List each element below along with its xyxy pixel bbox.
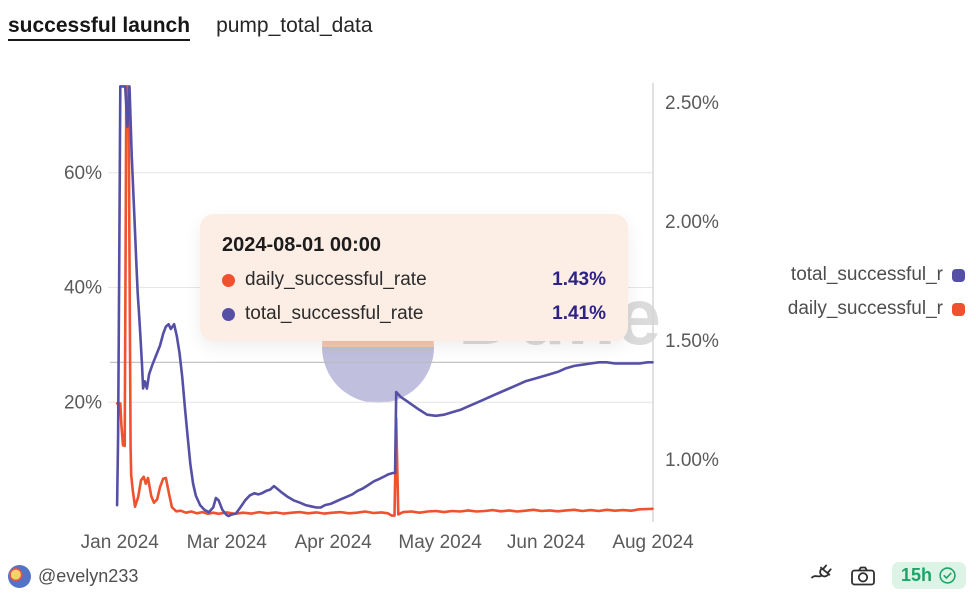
x-axis-label: May 2024 bbox=[398, 532, 482, 553]
legend-marker-icon bbox=[952, 302, 965, 316]
total-series-dot-icon bbox=[222, 307, 235, 321]
x-axis-label: Jun 2024 bbox=[507, 532, 586, 553]
series-line-daily_successful_rate bbox=[115, 85, 654, 517]
x-axis-label: Apr 2024 bbox=[295, 532, 373, 553]
x-axis-label: Mar 2024 bbox=[187, 532, 268, 553]
x-axis-label: Aug 2024 bbox=[612, 532, 694, 553]
plug-icon[interactable] bbox=[810, 563, 834, 589]
tooltip-series-name: total_successful_rate bbox=[245, 303, 424, 324]
tooltip-row: total_successful_rate 1.41% bbox=[222, 303, 606, 325]
daily-series-dot-icon bbox=[222, 273, 235, 287]
avatar[interactable] bbox=[8, 565, 31, 588]
tooltip-series-value: 1.41% bbox=[552, 303, 606, 324]
legend-marker-icon bbox=[952, 268, 965, 282]
y-axis-right-label: 2.00% bbox=[665, 212, 719, 233]
legend-item-daily[interactable]: daily_successful_r bbox=[788, 298, 965, 320]
tooltip-row: daily_successful_rate 1.43% bbox=[222, 269, 606, 291]
query-title-link[interactable]: successful launch bbox=[8, 14, 191, 41]
refresh-badge[interactable]: 15h bbox=[891, 562, 966, 589]
verified-icon bbox=[939, 567, 956, 584]
y-axis-left-label: 40% bbox=[64, 278, 102, 299]
series-line-total_successful_rate bbox=[115, 85, 654, 518]
refresh-age: 15h bbox=[900, 565, 932, 585]
legend-label: total_successful_r bbox=[790, 264, 943, 285]
footer: @evelyn233 bbox=[0, 562, 976, 592]
legend-item-total[interactable]: total_successful_r bbox=[788, 264, 965, 286]
y-axis-left-label: 60% bbox=[64, 163, 102, 184]
hover-tooltip: 2024-08-01 00:00 daily_successful_rate 1… bbox=[200, 214, 628, 341]
y-axis-right-label: 2.50% bbox=[665, 93, 719, 114]
legend: total_successful_r daily_successful_r bbox=[788, 264, 965, 332]
tooltip-date: 2024-08-01 00:00 bbox=[222, 234, 382, 256]
author-handle[interactable]: @evelyn233 bbox=[38, 566, 139, 586]
x-axis-label: Jan 2024 bbox=[81, 532, 160, 553]
camera-icon[interactable] bbox=[850, 564, 876, 588]
tooltip-series-value: 1.43% bbox=[552, 269, 606, 290]
y-axis-left-label: 20% bbox=[64, 392, 102, 413]
legend-label: daily_successful_r bbox=[787, 298, 943, 319]
tooltip-series-name: daily_successful_rate bbox=[245, 269, 427, 290]
header: successful launch pump_total_data bbox=[8, 14, 373, 41]
y-axis-right-label: 1.00% bbox=[665, 450, 719, 471]
y-axis-right-label: 1.50% bbox=[665, 331, 719, 352]
dataset-subtitle: pump_total_data bbox=[216, 14, 373, 37]
